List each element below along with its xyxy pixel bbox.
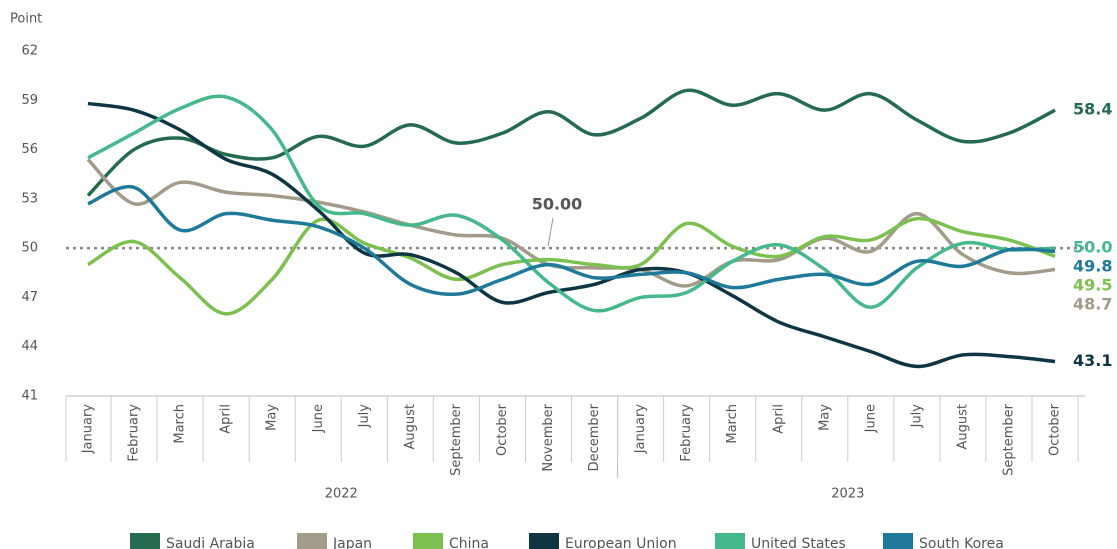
x-tick-label: November (541, 403, 556, 471)
x-tick-label: May (817, 404, 832, 431)
y-tick-label: 59 (21, 93, 38, 108)
series-line (87, 101, 1056, 369)
y-tick-label: 47 (21, 290, 38, 305)
end-value-label: 49.8 (1073, 257, 1112, 276)
y-tick-label: 53 (21, 191, 38, 206)
end-value-label: 43.1 (1073, 351, 1112, 370)
legend-item: European Union (529, 533, 677, 549)
legend-swatch (715, 533, 745, 549)
end-value-label: 58.4 (1073, 100, 1112, 119)
x-tick-label: February (679, 404, 694, 462)
y-tick-label: 41 (21, 389, 38, 404)
legend-item: Japan (297, 533, 372, 549)
legend-item: Saudi Arabia (130, 533, 255, 549)
y-axis-label: Point (10, 12, 42, 27)
x-tick-label: July (909, 404, 924, 429)
end-value-label: 48.7 (1073, 295, 1112, 314)
legend-item: China (413, 533, 489, 549)
x-tick-label: January (81, 404, 96, 455)
x-tick-label: April (771, 404, 786, 434)
x-tick-label: May (265, 404, 280, 431)
reference-leader (547, 217, 554, 247)
y-tick-label: 62 (21, 44, 38, 59)
legend-item: South Korea (883, 533, 1004, 549)
series-line (86, 88, 1056, 197)
series-line (87, 94, 1056, 313)
legend-swatch (413, 533, 443, 549)
end-value-label: 50.0 (1073, 238, 1112, 257)
x-tick-label: April (219, 404, 234, 434)
x-tick-label: January (633, 404, 648, 455)
series-line (87, 216, 1056, 316)
legend-label: United States (751, 536, 846, 549)
x-tick-label: August (955, 404, 970, 450)
legend-swatch (529, 533, 559, 549)
x-tick-label: September (1002, 403, 1017, 476)
reference-label: 50.00 (532, 195, 583, 214)
y-tick-label: 44 (21, 339, 38, 354)
legend-label: European Union (565, 536, 677, 549)
x-tick-label: February (127, 404, 142, 462)
x-tick-label: October (495, 403, 510, 456)
legend-label: China (449, 536, 489, 549)
series-line (87, 184, 1056, 297)
legend-swatch (130, 533, 160, 549)
y-tick-label: 56 (21, 142, 38, 157)
x-tick-label: July (357, 404, 372, 429)
x-tick-label: October (1048, 403, 1063, 456)
x-tick-label: March (173, 404, 188, 444)
legend-item: United States (715, 533, 846, 549)
legend-label: Saudi Arabia (166, 536, 255, 549)
series-line (86, 158, 1056, 288)
x-group-label: 2023 (831, 487, 864, 502)
legend-swatch (883, 533, 913, 549)
x-tick-label: June (311, 404, 326, 433)
x-tick-label: June (863, 404, 878, 433)
x-tick-label: March (725, 404, 740, 444)
x-tick-label: December (587, 403, 602, 471)
end-value-label: 49.5 (1073, 276, 1112, 295)
y-tick-label: 50 (21, 241, 38, 256)
legend-label: Japan (332, 536, 372, 549)
legend-label: South Korea (919, 536, 1004, 549)
x-group-label: 2022 (325, 487, 358, 502)
legend-swatch (297, 533, 327, 549)
x-tick-label: August (403, 404, 418, 450)
x-tick-label: September (449, 403, 464, 476)
